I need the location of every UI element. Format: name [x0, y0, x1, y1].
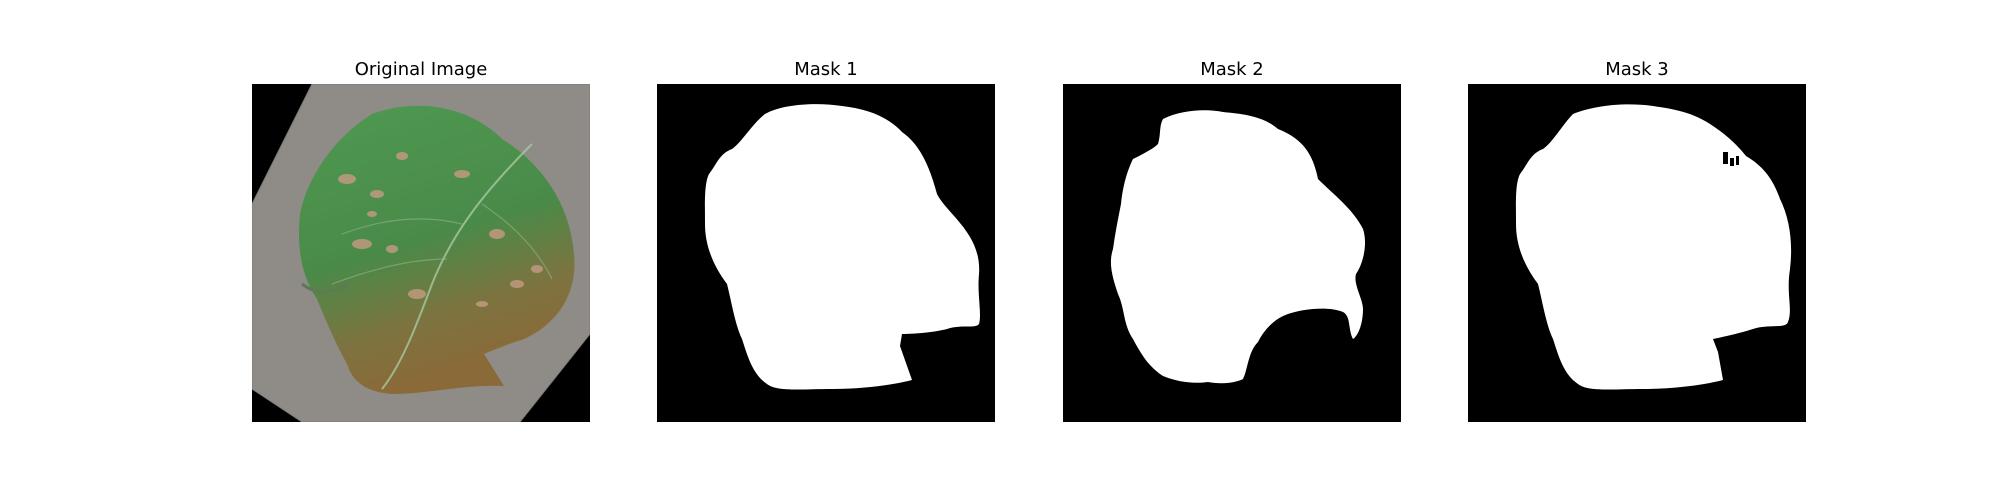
- mask-1-panel: [657, 84, 995, 422]
- original-image-panel: [252, 84, 590, 422]
- mask-3-image: [1468, 84, 1806, 422]
- leaf-lesions: [338, 152, 543, 307]
- panel-title-original-image: Original Image: [354, 59, 488, 80]
- mask-3-panel: [1468, 84, 1806, 422]
- panel-title-mask-2: Mask 2: [1200, 59, 1264, 80]
- panel-title-mask-1: Mask 1: [794, 59, 858, 80]
- mask-2-region: [1110, 110, 1366, 384]
- mask-3-region: [1515, 104, 1792, 390]
- leaf-shape: [298, 105, 575, 394]
- leaf-photo: [252, 84, 590, 422]
- mask-2-image: [1063, 84, 1401, 422]
- panel-title-mask-3: Mask 3: [1605, 59, 1669, 80]
- mask-2-panel: [1063, 84, 1401, 422]
- mask-1-image: [657, 84, 995, 422]
- mask-1-region: [704, 104, 980, 390]
